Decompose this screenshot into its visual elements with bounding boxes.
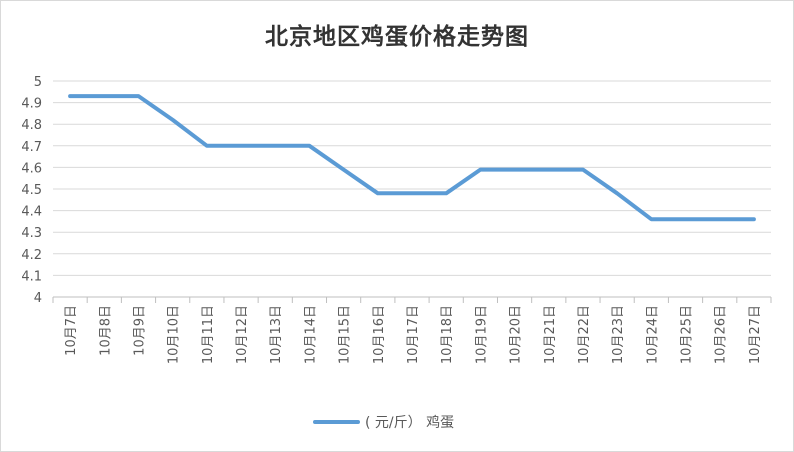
y-tick-label: 4.7 bbox=[21, 140, 42, 155]
chart-title: 北京地区鸡蛋价格走势图 bbox=[265, 24, 529, 50]
y-tick-label: 4.8 bbox=[21, 118, 42, 133]
x-tick-label: 10月13日 bbox=[269, 305, 284, 364]
x-tick-label: 10月15日 bbox=[338, 305, 353, 364]
y-tick-label: 4.6 bbox=[21, 161, 42, 176]
x-tick-label: 10月14日 bbox=[303, 305, 318, 364]
x-tick-label: 10月9日 bbox=[132, 305, 147, 356]
x-tick-label: 10月27日 bbox=[748, 305, 763, 364]
legend-label: ( 元/斤） 鸡蛋 bbox=[365, 414, 454, 431]
x-tick-label: 10月11日 bbox=[201, 305, 216, 364]
x-tick-label: 10月25日 bbox=[680, 305, 695, 364]
y-tick-label: 4 bbox=[34, 291, 42, 306]
x-tick-label: 10月23日 bbox=[611, 305, 626, 364]
x-tick-label: 10月16日 bbox=[372, 305, 387, 364]
x-tick-label: 10月18日 bbox=[440, 305, 455, 364]
y-tick-label: 5 bbox=[34, 75, 42, 90]
y-tick-label: 4.1 bbox=[21, 269, 42, 284]
x-tick-label: 10月22日 bbox=[577, 305, 592, 364]
x-tick-label: 10月20日 bbox=[509, 305, 524, 364]
x-tick-label: 10月10日 bbox=[167, 305, 182, 364]
y-tick-label: 4.5 bbox=[21, 183, 42, 198]
x-tick-label: 10月12日 bbox=[235, 305, 250, 364]
y-tick-label: 4.9 bbox=[21, 97, 42, 112]
x-tick-label: 10月21日 bbox=[543, 305, 558, 364]
y-tick-label: 4.2 bbox=[21, 248, 42, 263]
x-tick-label: 10月17日 bbox=[406, 305, 421, 364]
series-line bbox=[68, 94, 756, 222]
y-tick-label: 4.4 bbox=[21, 205, 42, 220]
x-tick-label: 10月19日 bbox=[474, 305, 489, 364]
x-tick-label: 10月26日 bbox=[714, 305, 729, 364]
y-tick-label: 4.3 bbox=[21, 226, 42, 241]
x-tick-label: 10月7日 bbox=[64, 305, 79, 356]
x-tick-label: 10月24日 bbox=[645, 305, 660, 364]
x-tick-label: 10月8日 bbox=[98, 305, 113, 356]
